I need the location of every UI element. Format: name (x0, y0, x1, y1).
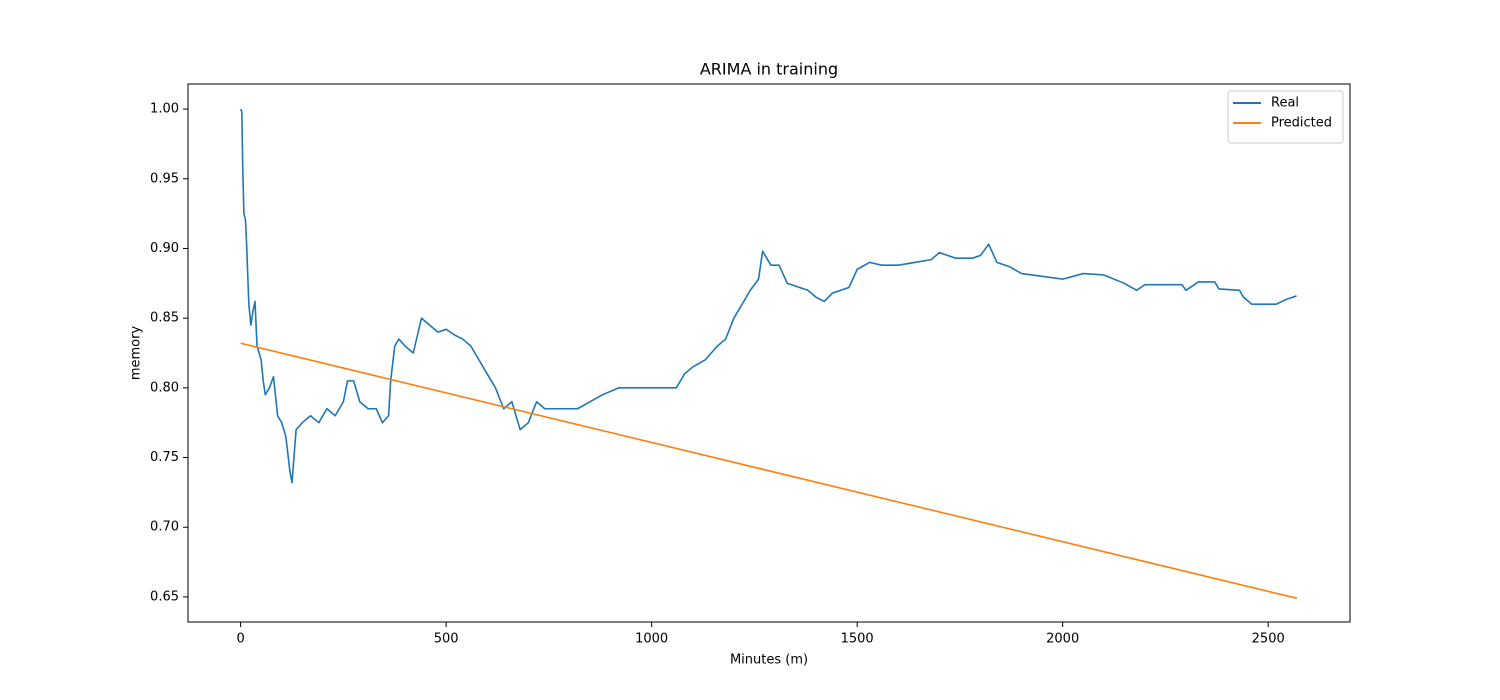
y-tick-label: 0.85 (150, 311, 179, 326)
y-tick-label: 0.75 (150, 450, 179, 465)
y-tick-label: 0.70 (150, 520, 179, 535)
x-tick-label: 2000 (1046, 632, 1079, 647)
x-tick-label: 2500 (1252, 632, 1285, 647)
legend-label: Real (1271, 96, 1299, 111)
y-tick-label: 0.90 (150, 241, 179, 256)
chart-title: ARIMA in training (700, 60, 838, 79)
series-line (240, 342, 1298, 600)
x-tick-label: 1000 (635, 632, 668, 647)
x-tick-label: 1500 (841, 632, 874, 647)
legend-label: Predicted (1271, 116, 1332, 131)
y-tick-label: 1.00 (150, 102, 179, 117)
y-axis-label: memory (129, 326, 144, 381)
series-line (239, 108, 1297, 484)
y-tick-label: 0.80 (150, 380, 179, 395)
y-tick-label: 0.95 (150, 171, 179, 186)
x-tick-label: 0 (236, 632, 244, 647)
x-tick-label: 500 (434, 632, 459, 647)
y-tick-label: 0.65 (150, 589, 179, 604)
plot-frame (187, 83, 1351, 623)
x-axis-label: Minutes (m) (730, 653, 808, 668)
